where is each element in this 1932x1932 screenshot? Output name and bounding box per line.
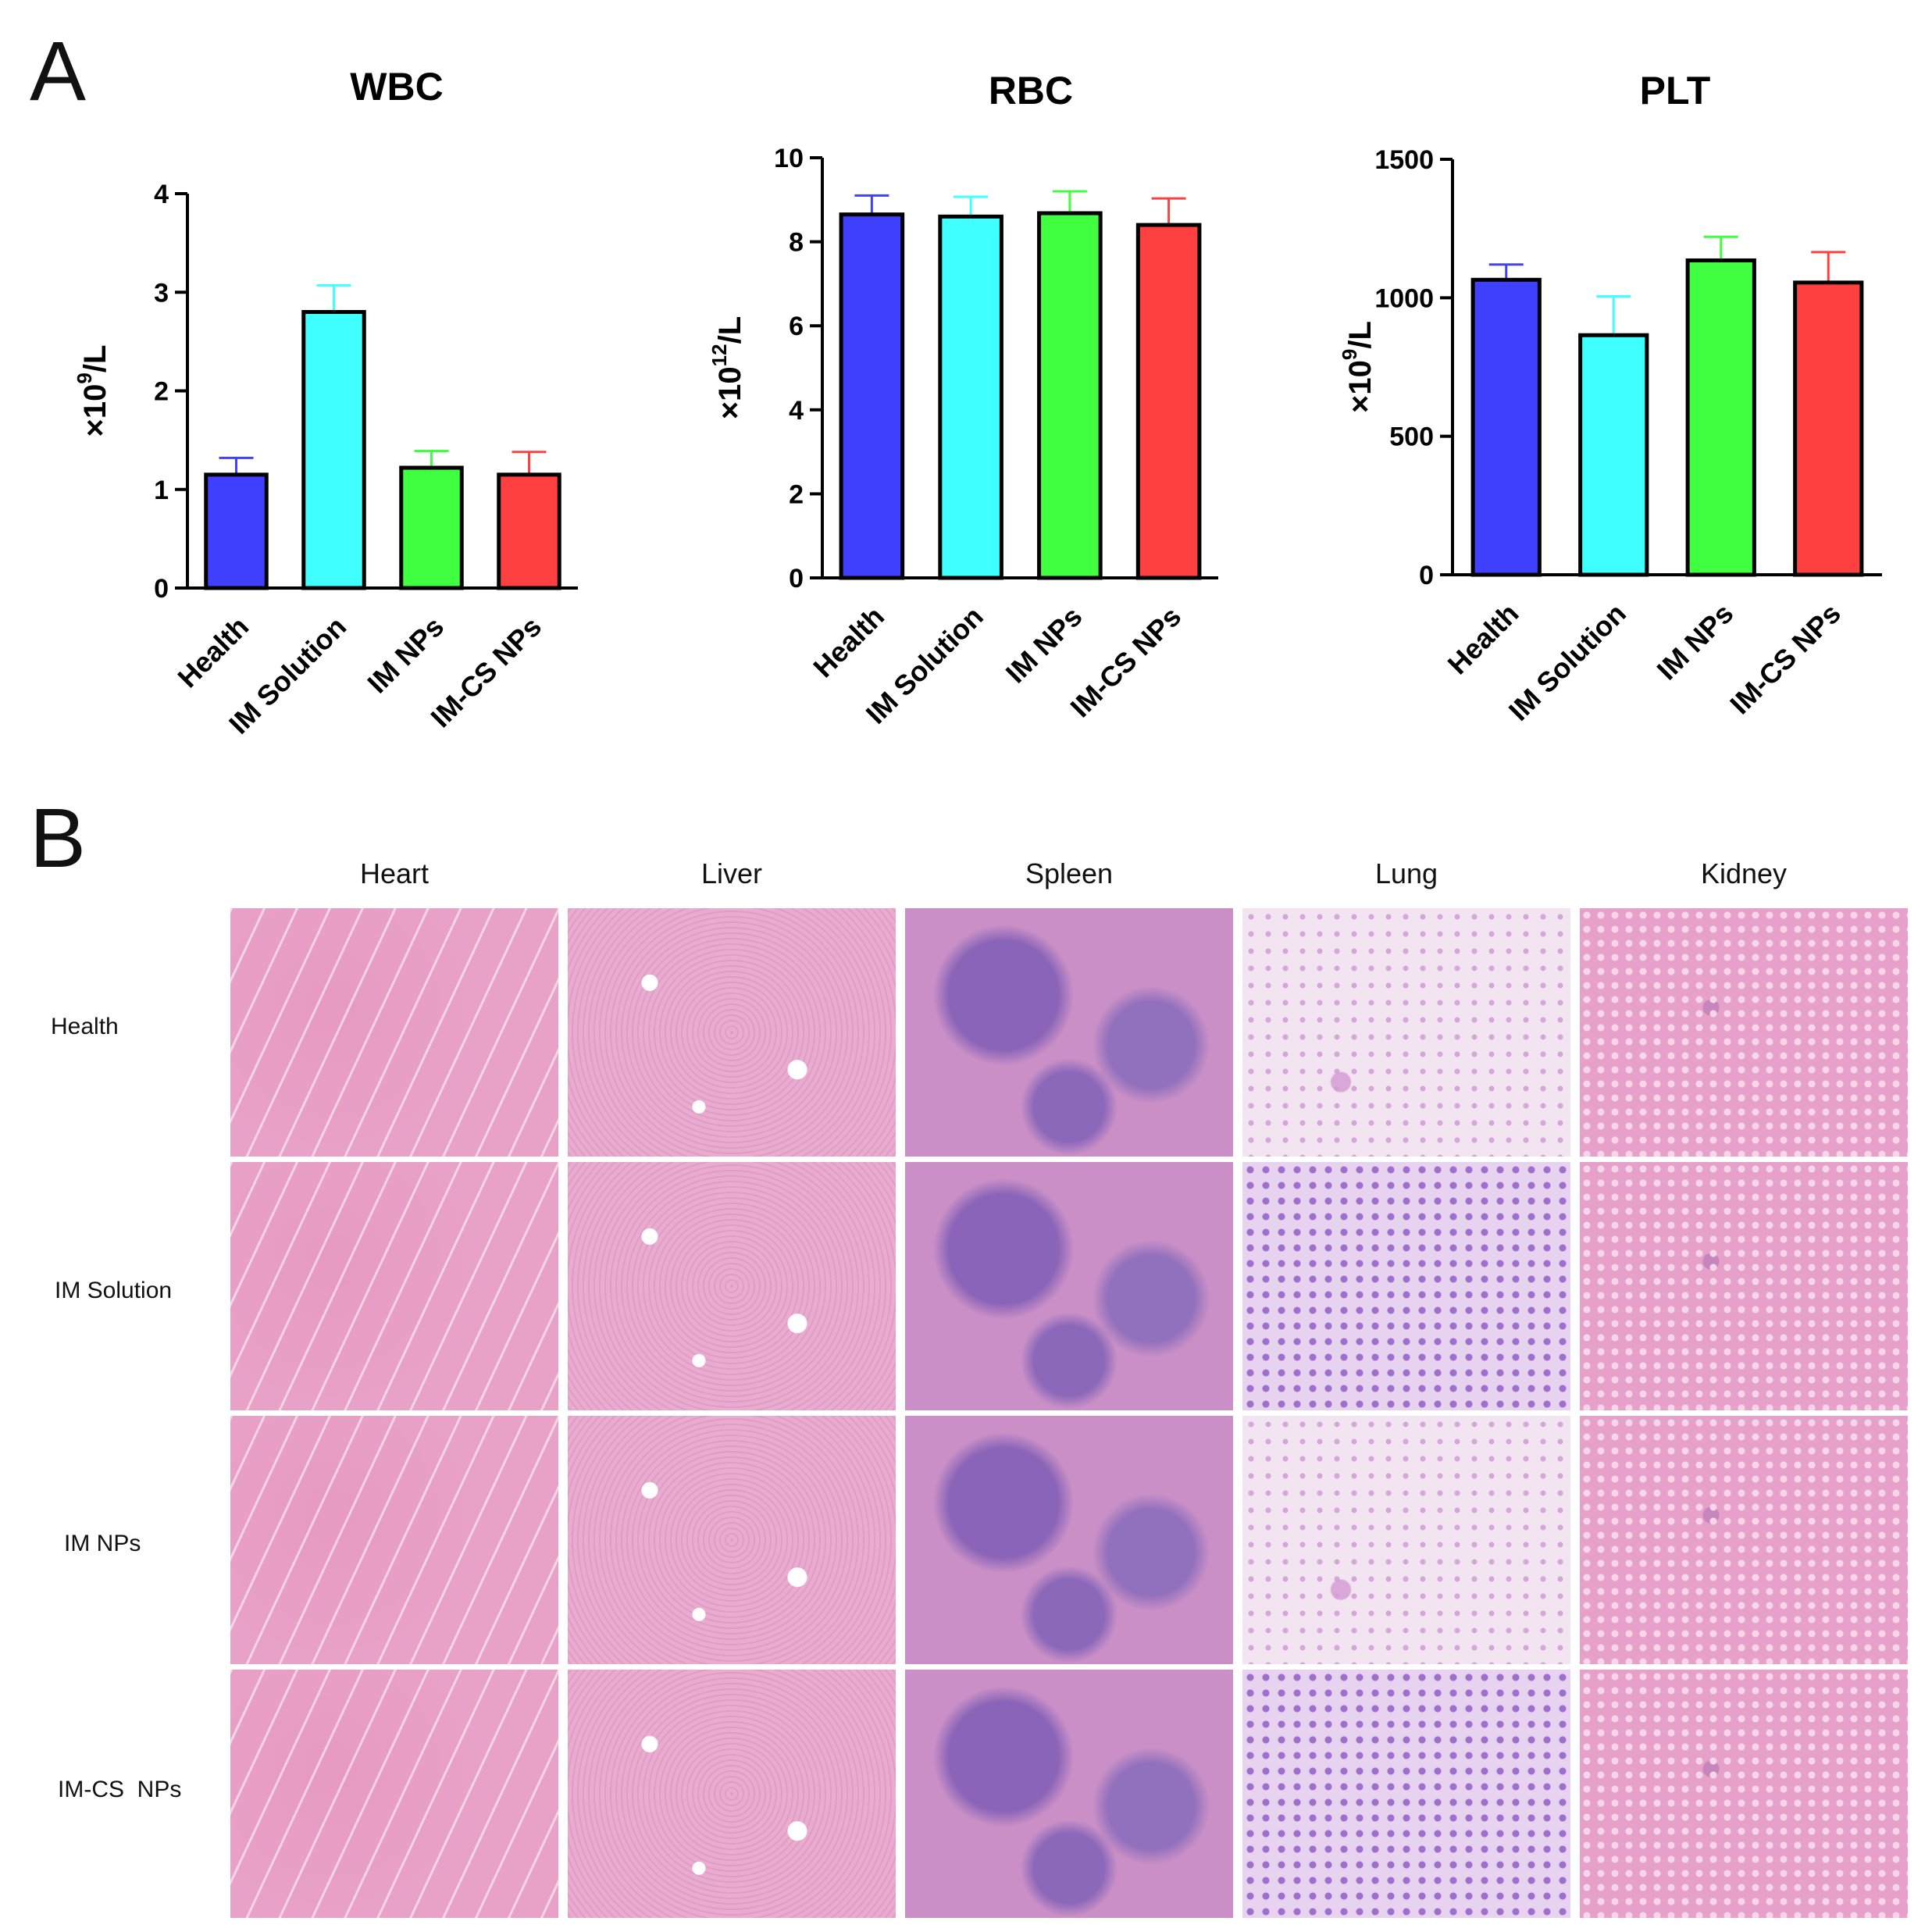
micrograph-im-cs-nps-spleen (905, 1670, 1233, 1918)
category-label: Health (807, 601, 890, 684)
micrograph-im-cs-nps-heart (230, 1670, 558, 1918)
col-head-liver: Liver (700, 857, 763, 889)
col-head-heart: Heart (359, 857, 430, 889)
y-tick-label: 500 (1389, 422, 1434, 452)
micrograph-im-solution-heart (230, 1162, 558, 1410)
micrograph-health-heart (230, 908, 558, 1157)
y-axis-title: ×109/L (1338, 321, 1378, 413)
category-label: IM-CS NPs (1723, 597, 1847, 721)
y-tick-label: 2 (154, 377, 169, 407)
y-tick-label: 1500 (1374, 145, 1434, 175)
bar (399, 465, 464, 590)
micrograph-health-liver (568, 908, 896, 1157)
micrograph-im-cs-nps-kidney (1580, 1670, 1908, 1918)
y-tick-label: 10 (774, 144, 804, 173)
bar (938, 214, 1003, 580)
bar (1578, 333, 1649, 577)
micrograph-im-solution-spleen (905, 1162, 1233, 1410)
y-tick-label: 8 (789, 228, 804, 258)
y-axis-title: ×109/L (73, 345, 112, 437)
category-label: Health (171, 611, 255, 694)
row-head-im-cs-nps: IM-CS NPs (58, 1777, 182, 1802)
category-label: IM NPs (1651, 597, 1740, 686)
col-head-spleen: Spleen (1025, 857, 1114, 889)
micrograph-health-kidney (1580, 908, 1908, 1157)
col-head-kidney: Kidney (1700, 857, 1788, 889)
y-tick-label: 0 (789, 564, 804, 594)
y-tick-label: 3 (154, 278, 169, 308)
row-head-im-nps: IM NPs (64, 1531, 141, 1556)
micrograph-im-nps-kidney (1580, 1416, 1908, 1664)
y-tick-label: 6 (789, 312, 804, 341)
bar (1135, 223, 1202, 580)
y-axis-title: ×1012/L (708, 316, 747, 419)
micrograph-im-cs-nps-lung (1242, 1670, 1570, 1918)
y-tick-label: 0 (154, 574, 169, 604)
col-head-lung: Lung (1374, 857, 1438, 889)
bar (497, 472, 561, 590)
y-tick-label: 2 (789, 479, 804, 509)
y-tick-label: 4 (789, 396, 804, 426)
bar (1037, 211, 1103, 580)
category-label: IM NPs (361, 611, 450, 700)
bar (1470, 277, 1542, 577)
bar (1793, 280, 1864, 577)
y-tick-label: 4 (154, 180, 169, 209)
micrograph-im-nps-heart (230, 1416, 558, 1664)
micrograph-im-solution-lung (1242, 1162, 1570, 1410)
micrograph-health-spleen (905, 908, 1233, 1157)
chart-title: RBC (989, 69, 1073, 112)
micrograph-im-nps-lung (1242, 1416, 1570, 1664)
bar (204, 472, 269, 590)
y-tick-label: 1 (154, 476, 169, 505)
category-label: IM NPs (1000, 601, 1089, 690)
chart-title: PLT (1640, 69, 1711, 112)
y-tick-label: 0 (1419, 561, 1434, 590)
chart-title: WBC (350, 65, 443, 109)
micrograph-im-solution-liver (568, 1162, 896, 1410)
panel-b-label: B (30, 790, 87, 885)
category-label: Health (1442, 597, 1525, 681)
bar (1685, 258, 1756, 577)
bar (839, 212, 905, 580)
row-head-health: Health (51, 1014, 119, 1039)
micrograph-im-cs-nps-liver (568, 1670, 896, 1918)
micrograph-im-nps-spleen (905, 1416, 1233, 1664)
y-tick-label: 1000 (1374, 283, 1434, 313)
row-head-im-solution: IM Solution (55, 1278, 173, 1303)
micrograph-im-nps-liver (568, 1416, 896, 1664)
micrograph-health-lung (1242, 908, 1570, 1157)
category-label: IM Solution (1502, 597, 1632, 727)
panel-a-label: A (30, 23, 86, 118)
bar (301, 310, 366, 590)
micrograph-im-solution-kidney (1580, 1162, 1908, 1410)
